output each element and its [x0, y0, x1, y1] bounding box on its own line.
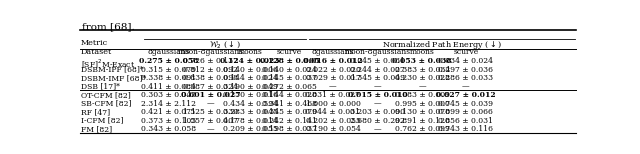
Text: —: — [207, 100, 214, 108]
Text: 0.338 ± 0.091: 0.338 ± 0.091 [141, 74, 196, 82]
Text: 0.987 ± 0.324: 0.987 ± 0.324 [183, 83, 238, 91]
Text: 0.315 ± 0.079: 0.315 ± 0.079 [141, 66, 196, 74]
Text: 0.016 ± 0.012: 0.016 ± 0.012 [303, 57, 363, 65]
Text: Metric: Metric [81, 39, 108, 47]
Text: DSB [17]*: DSB [17]* [81, 83, 120, 91]
Text: Normalized Path Energy ($\downarrow$): Normalized Path Energy ($\downarrow$) [382, 39, 502, 51]
Text: 0.022 ± 0.020: 0.022 ± 0.020 [305, 66, 360, 74]
Text: 0.190 ± 0.049: 0.190 ± 0.049 [223, 83, 278, 91]
Text: I-CFM [82]: I-CFM [82] [81, 117, 124, 125]
Text: 0.244 ± 0.027: 0.244 ± 0.027 [350, 66, 405, 74]
Text: 0.209 ± 0.055: 0.209 ± 0.055 [223, 125, 278, 133]
Text: 0.128 ± 0.005: 0.128 ± 0.005 [260, 57, 319, 65]
Text: —: — [329, 83, 337, 91]
Text: 0.144 ± 0.028: 0.144 ± 0.028 [262, 91, 317, 99]
Text: 0.891 ± 0.120: 0.891 ± 0.120 [395, 117, 450, 125]
Text: 0.130 ± 0.016: 0.130 ± 0.016 [223, 91, 278, 99]
Text: [SF]$^2$M-Exact: [SF]$^2$M-Exact [81, 57, 136, 70]
Text: 0.140 ± 0.024: 0.140 ± 0.024 [262, 66, 317, 74]
Text: DSBM-IPF [68]*: DSBM-IPF [68]* [81, 66, 143, 74]
Text: Dataset: Dataset [81, 48, 112, 56]
Text: 0.838 ± 0.098: 0.838 ± 0.098 [183, 74, 238, 82]
Text: 0.434 ± 0.594: 0.434 ± 0.594 [223, 100, 278, 108]
Text: scurve: scurve [276, 48, 302, 56]
Text: 0.812 ± 0.092: 0.812 ± 0.092 [183, 66, 238, 74]
Text: —: — [419, 83, 426, 91]
Text: 8gaussians: 8gaussians [147, 48, 189, 56]
Text: 0.144 ± 0.024: 0.144 ± 0.024 [223, 74, 278, 82]
Text: 0.099 ± 0.066: 0.099 ± 0.066 [438, 108, 493, 116]
Text: 0.345 ± 0.049: 0.345 ± 0.049 [350, 74, 405, 82]
Text: 0.145 ± 0.037: 0.145 ± 0.037 [262, 74, 317, 82]
Text: 0.373 ± 0.103: 0.373 ± 0.103 [141, 117, 196, 125]
Text: 2.314 ± 2.112: 2.314 ± 2.112 [141, 100, 196, 108]
Text: —: — [207, 125, 214, 133]
Text: 0.124 ± 0.023: 0.124 ± 0.023 [220, 57, 280, 65]
Text: 0.178 ± 0.014: 0.178 ± 0.014 [223, 117, 278, 125]
Text: 0.995 ± 0.000: 0.995 ± 0.000 [395, 100, 450, 108]
Text: 0.283 ± 0.045: 0.283 ± 0.045 [223, 108, 278, 116]
Text: 0.421 ± 0.071: 0.421 ± 0.071 [141, 108, 196, 116]
Text: 0.272 ± 0.065: 0.272 ± 0.065 [262, 83, 317, 91]
Text: 0.029 ± 0.017: 0.029 ± 0.017 [305, 74, 360, 82]
Text: 0.726 ± 0.137: 0.726 ± 0.137 [183, 57, 238, 65]
Text: 0.275 ± 0.058: 0.275 ± 0.058 [139, 57, 198, 65]
Text: 1.000 ± 0.000: 1.000 ± 0.000 [305, 100, 360, 108]
Text: moons: moons [237, 48, 262, 56]
Text: 0.044 ± 0.031: 0.044 ± 0.031 [305, 108, 360, 116]
Text: 0.140 ± 0.006: 0.140 ± 0.006 [223, 66, 278, 74]
Text: 0.411 ± 0.084: 0.411 ± 0.084 [141, 83, 196, 91]
Text: 0.190 ± 0.054: 0.190 ± 0.054 [305, 125, 360, 133]
Text: 0.015 ± 0.010: 0.015 ± 0.010 [348, 91, 408, 99]
Text: 0.601 ± 0.027: 0.601 ± 0.027 [180, 91, 240, 99]
Text: 0.230 ± 0.028: 0.230 ± 0.028 [395, 74, 450, 82]
Text: 1.557 ± 0.407: 1.557 ± 0.407 [183, 117, 238, 125]
Text: 0.027 ± 0.012: 0.027 ± 0.012 [436, 91, 496, 99]
Text: —: — [374, 100, 381, 108]
Text: DSBM-IMF [68]*: DSBM-IMF [68]* [81, 74, 147, 82]
Text: 0.745 ± 0.039: 0.745 ± 0.039 [438, 100, 493, 108]
Text: 0.343 ± 0.058: 0.343 ± 0.058 [141, 125, 196, 133]
Text: 0.198 ± 0.037: 0.198 ± 0.037 [262, 125, 317, 133]
Text: 0.345 ± 0.079: 0.345 ± 0.079 [262, 108, 317, 116]
Text: SB-CFM [82]: SB-CFM [82] [81, 100, 131, 108]
Text: 8gaussians: 8gaussians [312, 48, 354, 56]
Text: 0.383 ± 0.034: 0.383 ± 0.034 [395, 66, 450, 74]
Text: 0.743 ± 0.116: 0.743 ± 0.116 [438, 125, 493, 133]
Text: 0.203 ± 0.090: 0.203 ± 0.090 [350, 108, 405, 116]
Text: 0.083 ± 0.009: 0.083 ± 0.009 [395, 91, 450, 99]
Text: —: — [374, 83, 381, 91]
Text: 0.053 ± 0.038: 0.053 ± 0.038 [392, 57, 452, 65]
Text: FM [82]: FM [82] [81, 125, 112, 133]
Text: 0.031 ± 0.027: 0.031 ± 0.027 [305, 91, 360, 99]
Text: 0.202 ± 0.055: 0.202 ± 0.055 [305, 117, 360, 125]
Text: 0.130 ± 0.078: 0.130 ± 0.078 [395, 108, 450, 116]
Text: —: — [462, 83, 470, 91]
Text: 0.045 ± 0.031: 0.045 ± 0.031 [350, 57, 405, 65]
Text: 0.297 ± 0.036: 0.297 ± 0.036 [438, 66, 493, 74]
Text: 0.341 ± 0.468: 0.341 ± 0.468 [262, 100, 317, 108]
Text: —: — [374, 125, 381, 133]
Text: 0.303 ± 0.043: 0.303 ± 0.043 [141, 91, 196, 99]
Text: moon-8gaussians: moon-8gaussians [344, 48, 411, 56]
Text: $\mathcal{W}_2$ ($\downarrow$): $\mathcal{W}_2$ ($\downarrow$) [209, 39, 241, 50]
Text: 0.762 ± 0.099: 0.762 ± 0.099 [395, 125, 450, 133]
Text: moon-8gaussians: moon-8gaussians [177, 48, 243, 56]
Text: 2.680 ± 0.292: 2.680 ± 0.292 [350, 117, 405, 125]
Text: from [68].: from [68]. [83, 22, 135, 31]
Text: 0.856 ± 0.031: 0.856 ± 0.031 [438, 117, 493, 125]
Text: scurve: scurve [453, 48, 479, 56]
Text: 0.242 ± 0.141: 0.242 ± 0.141 [262, 117, 317, 125]
Text: OT-CFM [82]: OT-CFM [82] [81, 91, 131, 99]
Text: 0.034 ± 0.024: 0.034 ± 0.024 [438, 57, 493, 65]
Text: 1.525 ± 0.330: 1.525 ± 0.330 [183, 108, 238, 116]
Text: 0.286 ± 0.033: 0.286 ± 0.033 [438, 74, 493, 82]
Text: moons: moons [410, 48, 435, 56]
Text: RF [47]: RF [47] [81, 108, 110, 116]
